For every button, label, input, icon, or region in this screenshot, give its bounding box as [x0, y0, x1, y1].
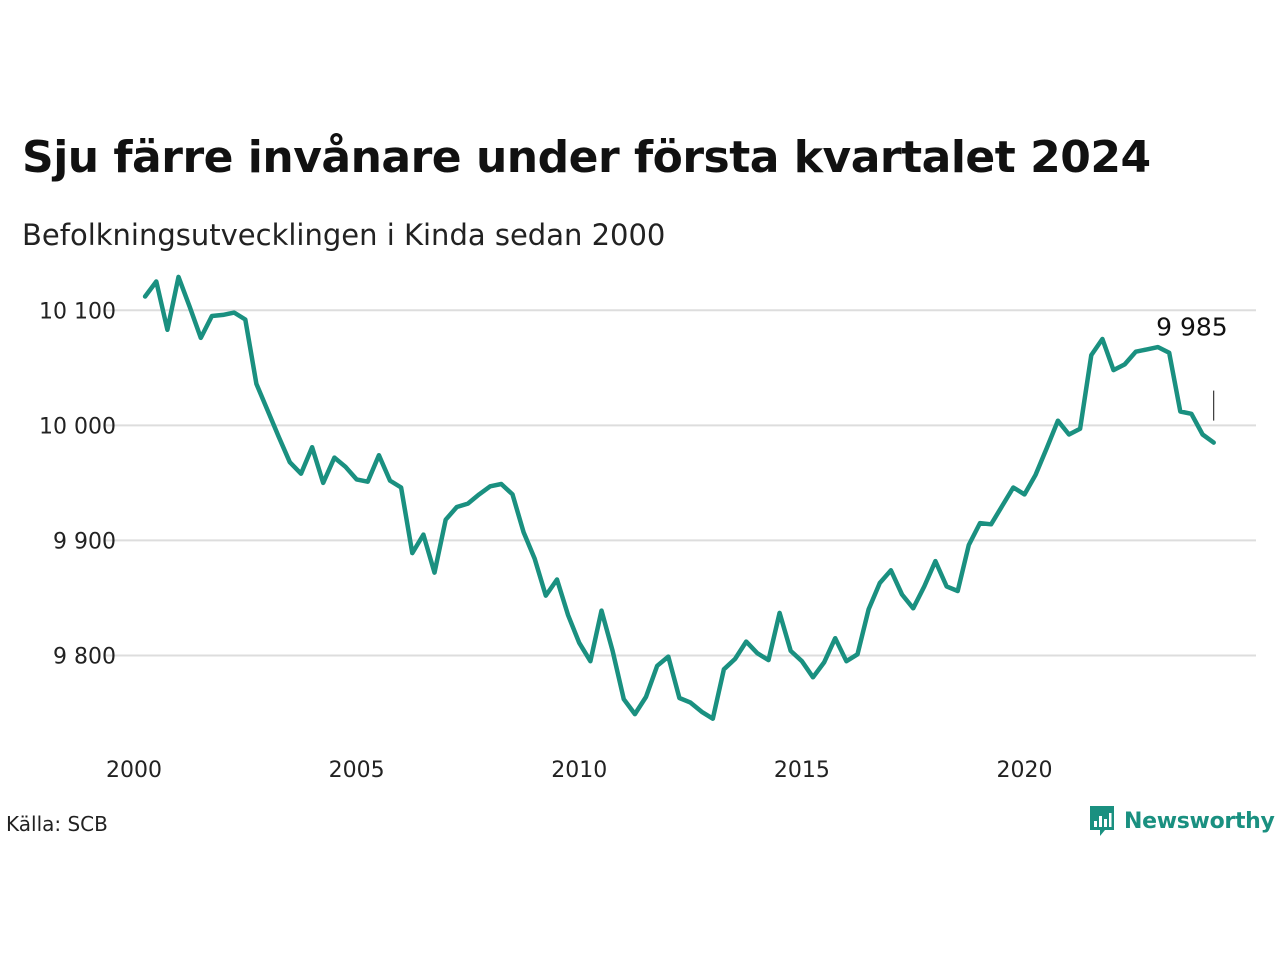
x-tick-label: 2020	[996, 758, 1052, 783]
y-tick-label: 9 800	[53, 644, 116, 669]
chart-title: Sju färre invånare under första kvartale…	[22, 132, 1151, 183]
y-tick-label: 9 900	[53, 529, 116, 554]
newsworthy-logo-icon	[1090, 806, 1114, 836]
x-tick-label: 2000	[106, 758, 162, 783]
brand-logo: Newsworthy	[1088, 804, 1275, 838]
annotations: 9 985	[1156, 313, 1228, 421]
y-axis-ticks: 9 800 9 900 10 000 10 100	[39, 299, 116, 669]
annotation-label: 9 985	[1156, 313, 1228, 342]
chart-subtitle: Befolkningsutvecklingen i Kinda sedan 20…	[22, 218, 666, 252]
series-layer	[142, 274, 1216, 721]
x-tick-label: 2015	[774, 758, 830, 783]
y-tick-label: 10 000	[39, 414, 116, 439]
gridlines	[104, 309, 1256, 657]
x-axis-ticks: 2000 2005 2010 2015 2020	[106, 758, 1052, 783]
x-tick-label: 2005	[329, 758, 385, 783]
series-line	[142, 274, 1216, 721]
y-tick-label: 10 100	[39, 299, 116, 324]
x-tick-label: 2010	[551, 758, 607, 783]
brand-name: Newsworthy	[1124, 808, 1275, 834]
source-note: Källa: SCB	[6, 812, 108, 836]
